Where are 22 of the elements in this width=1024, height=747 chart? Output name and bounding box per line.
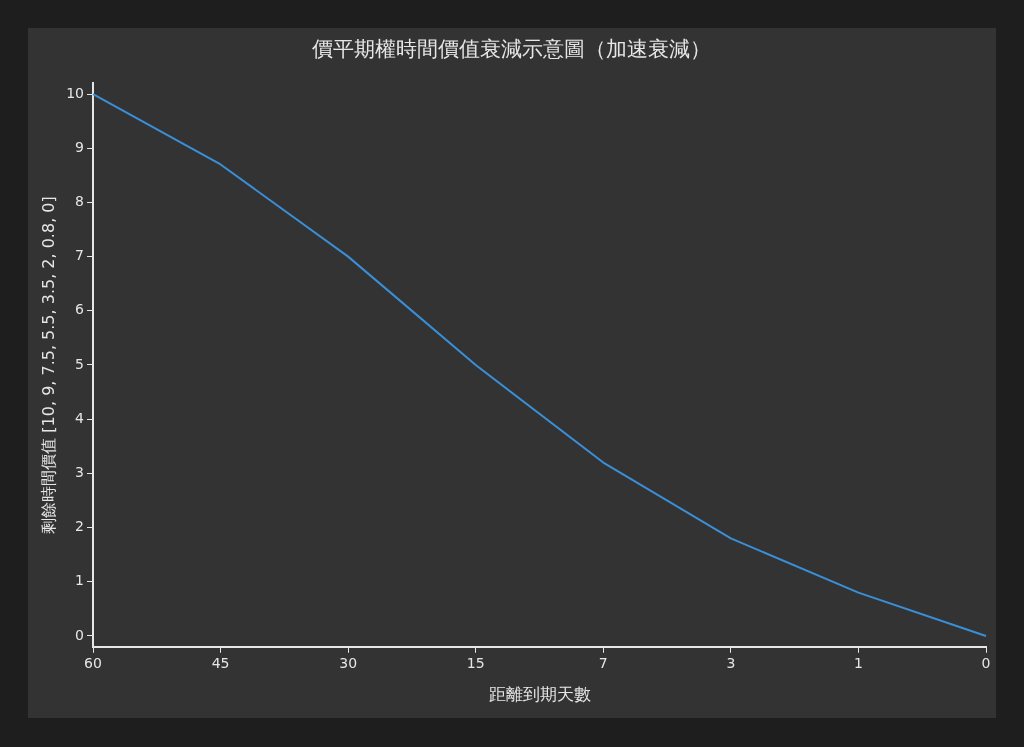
y-tick-label: 3 — [75, 464, 85, 481]
y-tick-label: 2 — [75, 518, 85, 535]
y-tick-label: 7 — [75, 247, 85, 264]
x-tick-label: 15 — [466, 654, 485, 671]
y-tick-label: 6 — [75, 301, 85, 318]
x-tick-label: 1 — [853, 654, 863, 671]
y-axis-title: 剩餘時間價值 [10, 9, 7.5, 5.5, 3.5, 2, 0.8, 0] — [38, 196, 58, 534]
x-axis-title: 距離到期天數 — [488, 684, 591, 705]
x-tick-label: 7 — [598, 654, 608, 671]
y-tick-label: 0 — [75, 626, 85, 643]
y-tick-label: 10 — [66, 84, 85, 101]
x-tick-label: 0 — [981, 654, 991, 671]
x-tick-label: 60 — [84, 654, 102, 671]
y-tick-label: 9 — [75, 138, 85, 155]
y-tick-label: 4 — [75, 409, 85, 426]
x-tick-label: 45 — [211, 654, 230, 671]
y-tick-label: 5 — [75, 355, 85, 372]
x-tick-label: 3 — [726, 654, 736, 671]
x-tick-label: 30 — [339, 654, 358, 671]
y-tick-label: 8 — [75, 193, 85, 210]
y-tick-label: 1 — [75, 572, 85, 589]
chart-title: 價平期權時間價值衰減示意圖（加速衰減） — [311, 37, 711, 62]
